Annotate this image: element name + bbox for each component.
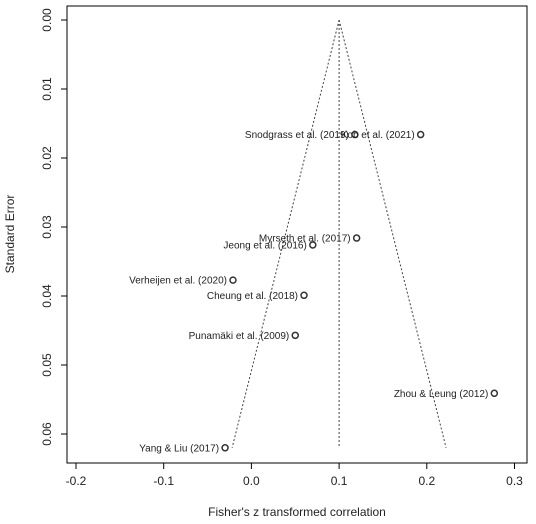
y-axis-title: Standard Error: [3, 195, 17, 274]
y-axis: 0.00 0.01 0.02 0.03 0.04 0.05 0.06: [40, 8, 67, 446]
study-label: Cheung et al. (2018): [207, 291, 298, 302]
study-point: [351, 130, 359, 139]
x-tick-label: -0.1: [153, 474, 174, 488]
study-point: [416, 130, 425, 139]
y-tick-label: 0.02: [40, 146, 54, 170]
plot-box: [66, 5, 528, 464]
study-label: Kob et al. (2021): [341, 130, 415, 141]
study-label: Punamäki et al. (2009): [189, 331, 290, 342]
study-label: Yang & Liu (2017): [139, 443, 219, 454]
funnel-lines: [231, 19, 447, 448]
study-point: [300, 291, 308, 300]
y-tick-label: 0.04: [40, 284, 54, 308]
study-point: [221, 444, 229, 452]
y-tick-label: 0.00: [40, 8, 54, 32]
x-tick-label: 0.1: [331, 474, 348, 488]
y-tick-label: 0.03: [40, 215, 54, 239]
x-tick-label: 0.2: [418, 474, 435, 488]
x-axis-title: Fisher's z transformed correlation: [208, 505, 386, 519]
study-point: [352, 234, 361, 242]
study-point: [309, 241, 317, 249]
x-axis: -0.2 -0.1 0.0 0.1 0.2 0.3: [66, 463, 523, 488]
study-points: Snodgrass et al. (2019)Kob et al. (2021)…: [129, 130, 499, 454]
study-label: Verheijen et al. (2020): [129, 276, 227, 287]
study-label: Snodgrass et al. (2019): [245, 130, 349, 141]
study-point: [229, 276, 237, 284]
study-point: [291, 331, 299, 340]
study-label: Jeong et al. (2016): [223, 240, 306, 251]
x-tick-label: -0.2: [66, 474, 87, 488]
x-tick-label: 0.3: [506, 474, 523, 488]
funnel-right-line: [338, 19, 447, 448]
y-tick-label: 0.06: [40, 422, 54, 446]
x-tick-label: 0.0: [243, 474, 260, 488]
study-point: [490, 389, 499, 398]
study-label: Zhou & Leung (2012): [394, 389, 489, 400]
funnel-left-line: [231, 19, 340, 448]
y-tick-label: 0.01: [40, 77, 54, 101]
study-label: Myrseth et al. (2017): [259, 234, 351, 245]
y-tick-label: 0.05: [40, 353, 54, 377]
